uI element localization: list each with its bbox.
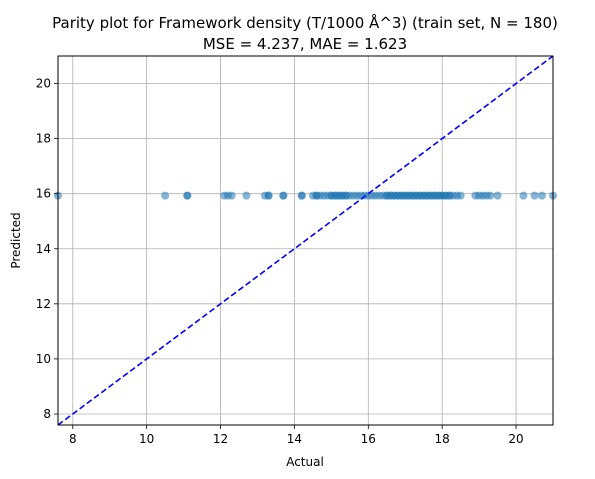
data-point	[486, 191, 495, 200]
y-tick-label: 16	[36, 187, 51, 201]
parity-line	[57, 55, 554, 426]
data-point	[456, 191, 465, 200]
data-point	[264, 191, 273, 200]
plot-frame	[57, 55, 554, 426]
x-tick-label: 10	[139, 432, 154, 446]
data-point	[161, 191, 170, 200]
chart-subtitle: MSE = 4.237, MAE = 1.623	[203, 35, 407, 53]
x-tick-label: 16	[361, 432, 376, 446]
data-point	[530, 191, 539, 200]
y-tick-label: 12	[36, 297, 51, 311]
data-point	[297, 191, 306, 200]
x-axis-label: Actual	[286, 455, 324, 469]
parity-dashed-line	[57, 55, 554, 426]
data-point	[279, 191, 288, 200]
x-tick-label: 12	[213, 432, 228, 446]
chart-title: Parity plot for Framework density (T/100…	[52, 13, 558, 32]
y-tick-label: 8	[43, 407, 51, 421]
y-tick-label: 10	[36, 352, 51, 366]
grid-lines	[58, 56, 553, 425]
x-tick-label: 14	[287, 432, 302, 446]
axis-ticks: 8 10 12 14 16 18 20 8 10 12 14 16 18 20	[36, 77, 524, 446]
data-point	[183, 191, 192, 200]
x-tick-label: 18	[435, 432, 450, 446]
data-point	[493, 191, 502, 200]
y-tick-label: 18	[36, 132, 51, 146]
y-axis-label: Predicted	[9, 212, 23, 268]
data-point	[519, 191, 528, 200]
x-tick-label: 20	[508, 432, 523, 446]
data-point	[242, 191, 251, 200]
x-tick-label: 8	[69, 432, 77, 446]
data-points	[54, 191, 557, 200]
y-tick-label: 20	[36, 77, 51, 91]
data-point	[537, 191, 546, 200]
y-tick-label: 14	[36, 242, 51, 256]
data-point	[227, 191, 236, 200]
